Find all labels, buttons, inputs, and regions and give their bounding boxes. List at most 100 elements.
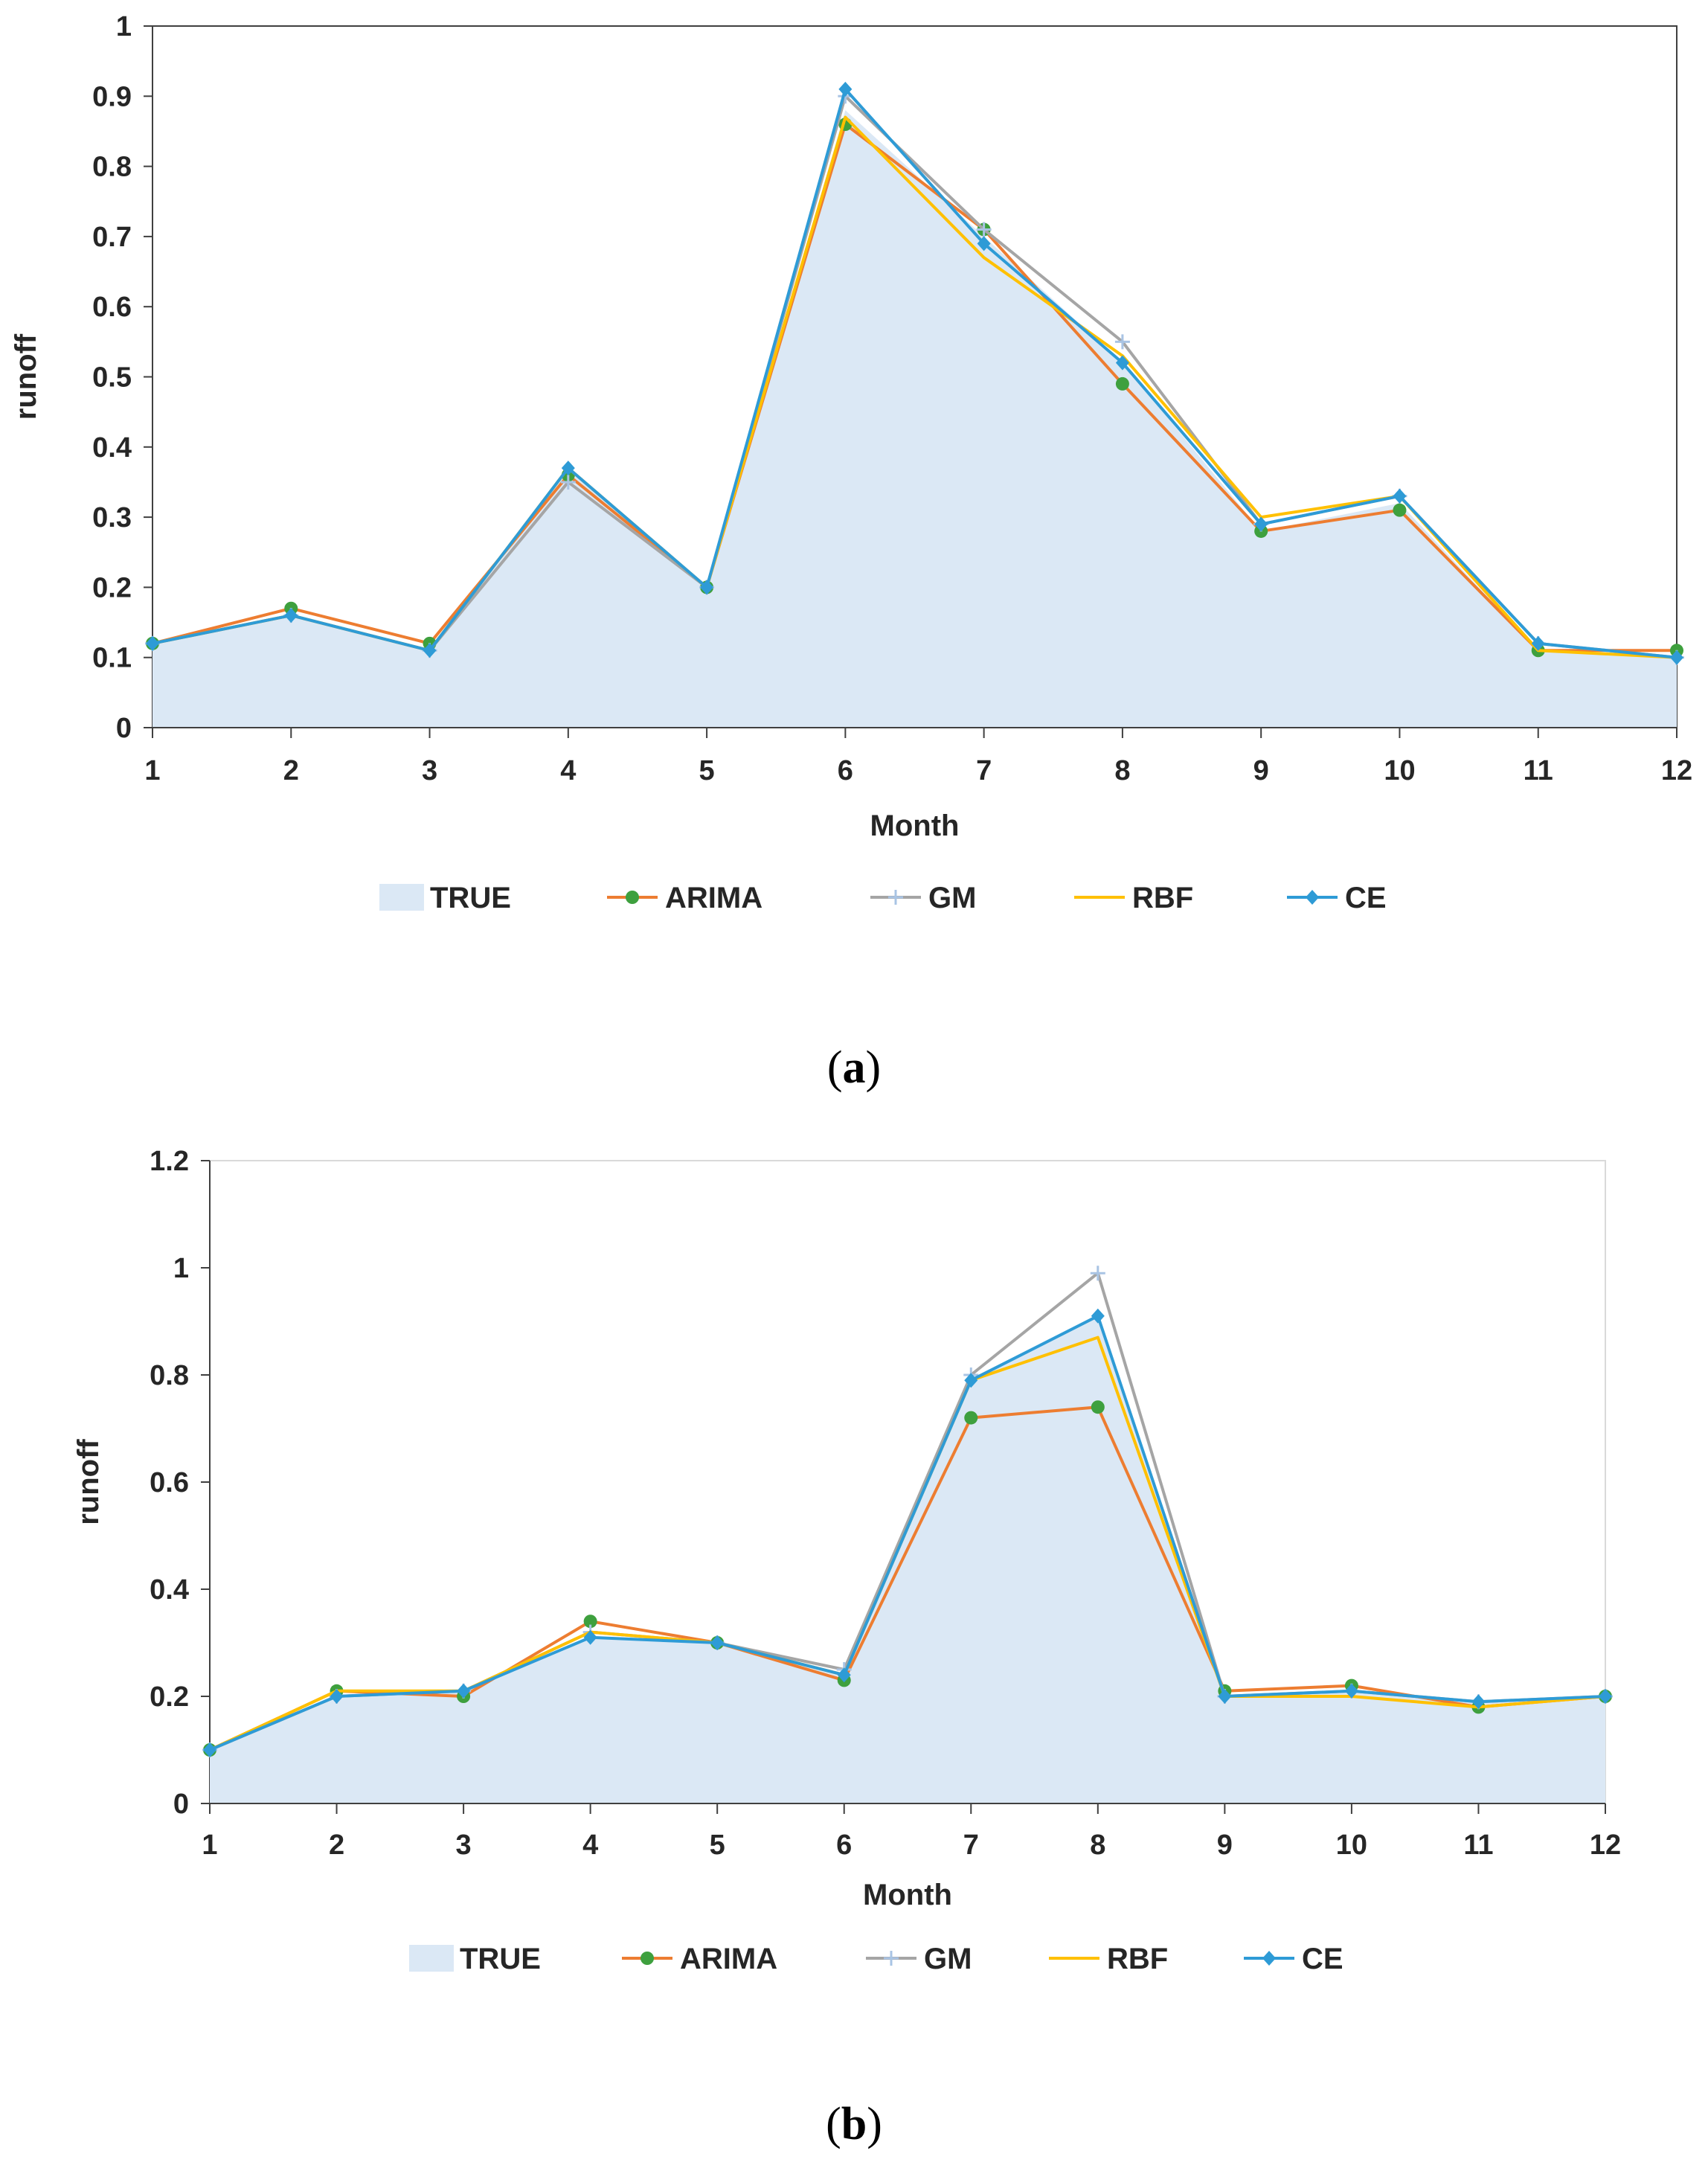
x-tick-label: 5: [699, 755, 715, 786]
legend-label: GM: [928, 882, 976, 914]
x-tick-label: 3: [456, 1830, 472, 1861]
legend-label: CE: [1345, 882, 1387, 914]
series-ce-point: [1599, 1689, 1612, 1704]
x-tick-label: 12: [1590, 1830, 1621, 1861]
series-ce: [146, 81, 1683, 665]
x-axis-title: Month: [863, 1879, 952, 1911]
legend-marker: [884, 1951, 899, 1966]
x-tick-label: 6: [838, 755, 853, 786]
series-ce-point: [561, 461, 575, 476]
panel-label-b: (b): [826, 2099, 882, 2149]
series-ce-point: [1531, 635, 1545, 651]
x-tick-label: 8: [1090, 1830, 1105, 1861]
series-ce-point: [1471, 1694, 1486, 1710]
x-tick-label: 2: [283, 755, 299, 786]
series-ce-point: [284, 608, 298, 623]
legend-item-gm: GM: [870, 882, 976, 914]
y-tick-label: 0.6: [92, 292, 132, 323]
x-tick-label: 11: [1524, 755, 1553, 786]
series-ce-point: [1218, 1689, 1232, 1704]
chart-a: 1 2 3 4 5 6 7 8 9 10 11 1200.10.20.30.40.50.60.70.8…: [10, 11, 1692, 914]
legend-item-rbf: RBF: [1049, 1943, 1168, 1975]
legend-marker: [640, 1952, 654, 1965]
series-arima-point: [1393, 503, 1407, 517]
y-tick-label: 1: [116, 11, 132, 42]
legend-swatch: [409, 1945, 454, 1972]
x-tick-label: 11: [1463, 1830, 1493, 1861]
y-tick-label: 0.8: [150, 1360, 189, 1391]
y-tick-label: 0.6: [150, 1467, 189, 1498]
x-tick-label: 5: [710, 1830, 725, 1861]
series-ce-point: [837, 1667, 851, 1683]
x-tick-label: 1: [202, 1830, 217, 1861]
y-tick-label: 0: [116, 713, 132, 744]
chart-b: 1 2 3 4 5 6 7 8 9 10 11 1200.20.40.60.811.2Monthrun…: [72, 1146, 1621, 1975]
series-ce-point: [1670, 650, 1683, 665]
legend-item-true: TRUE: [409, 1943, 541, 1975]
legend-label: RBF: [1107, 1943, 1168, 1975]
x-tick-label: 7: [976, 755, 992, 786]
legend: TRUE ARIMA GM RBF CE: [409, 1943, 1343, 1975]
x-tick-label: 10: [1384, 755, 1415, 786]
legend-label: ARIMA: [665, 882, 762, 914]
y-axis-title: runoff: [72, 1439, 105, 1525]
x-tick-label: 10: [1336, 1830, 1367, 1861]
x-tick-label: 1: [144, 755, 160, 786]
legend-label: ARIMA: [680, 1943, 777, 1975]
series-ce-point: [146, 635, 159, 651]
legend-marker: [1306, 890, 1319, 905]
legend-label: TRUE: [460, 1943, 541, 1975]
series-ce-point: [423, 643, 437, 658]
y-tick-label: 0.8: [92, 152, 132, 183]
y-tick-label: 0.4: [92, 432, 132, 464]
y-tick-label: 0.5: [92, 362, 132, 394]
series-ce-point: [203, 1742, 216, 1757]
series-ce-point: [330, 1689, 344, 1704]
y-axis-title: runoff: [10, 333, 42, 420]
series-ce-point: [964, 1373, 978, 1388]
x-tick-label: 2: [329, 1830, 344, 1861]
legend-item-true: TRUE: [379, 882, 511, 914]
series-ce-point: [838, 81, 853, 97]
series-ce-point: [583, 1629, 597, 1645]
series-arima-point: [583, 1615, 597, 1629]
series-arima-line: [209, 1405, 1606, 1751]
legend-label: GM: [924, 1943, 972, 1975]
y-tick-label: 0.4: [150, 1574, 189, 1606]
y-tick-label: 0.9: [92, 81, 132, 112]
series-gm-point: [560, 474, 576, 490]
x-tick-label: 9: [1253, 755, 1269, 786]
legend-item-rbf: RBF: [1074, 882, 1193, 914]
legend-swatch: [379, 884, 424, 911]
legend: TRUE ARIMA GM RBF CE: [379, 882, 1387, 914]
legend-item-arima: ARIMA: [622, 1943, 777, 1975]
series-gm-point: [1114, 334, 1130, 350]
x-tick-label: 4: [582, 1830, 598, 1861]
legend-item-arima: ARIMA: [607, 882, 762, 914]
series-ce-line: [152, 87, 1678, 659]
series-gm-point: [976, 222, 992, 237]
series-ce-point: [1254, 516, 1268, 532]
x-tick-label: 4: [560, 755, 576, 786]
y-tick-label: 0.2: [150, 1681, 189, 1713]
y-tick-label: 0.7: [92, 222, 132, 253]
series-ce-line: [209, 1314, 1606, 1751]
y-tick-label: 0.2: [92, 572, 132, 603]
series-arima-point: [1091, 1400, 1105, 1414]
y-tick-label: 1: [173, 1253, 189, 1284]
series-ce-point: [1344, 1683, 1358, 1699]
series-arima-line: [152, 123, 1677, 652]
series-gm-point: [1090, 1266, 1105, 1281]
legend-item-ce: CE: [1287, 882, 1387, 914]
series-ce-point: [977, 236, 991, 251]
series-true-area: [210, 1315, 1605, 1803]
y-tick-label: 0.1: [92, 643, 132, 674]
x-tick-label: 12: [1661, 755, 1692, 786]
y-tick-label: 0.3: [92, 502, 132, 533]
panel-label-a: (a): [826, 1042, 882, 1093]
y-tick-label: 0: [173, 1789, 189, 1820]
series-ce-point: [1393, 488, 1407, 504]
y-tick-label: 1.2: [150, 1146, 189, 1177]
legend-marker: [888, 890, 903, 905]
